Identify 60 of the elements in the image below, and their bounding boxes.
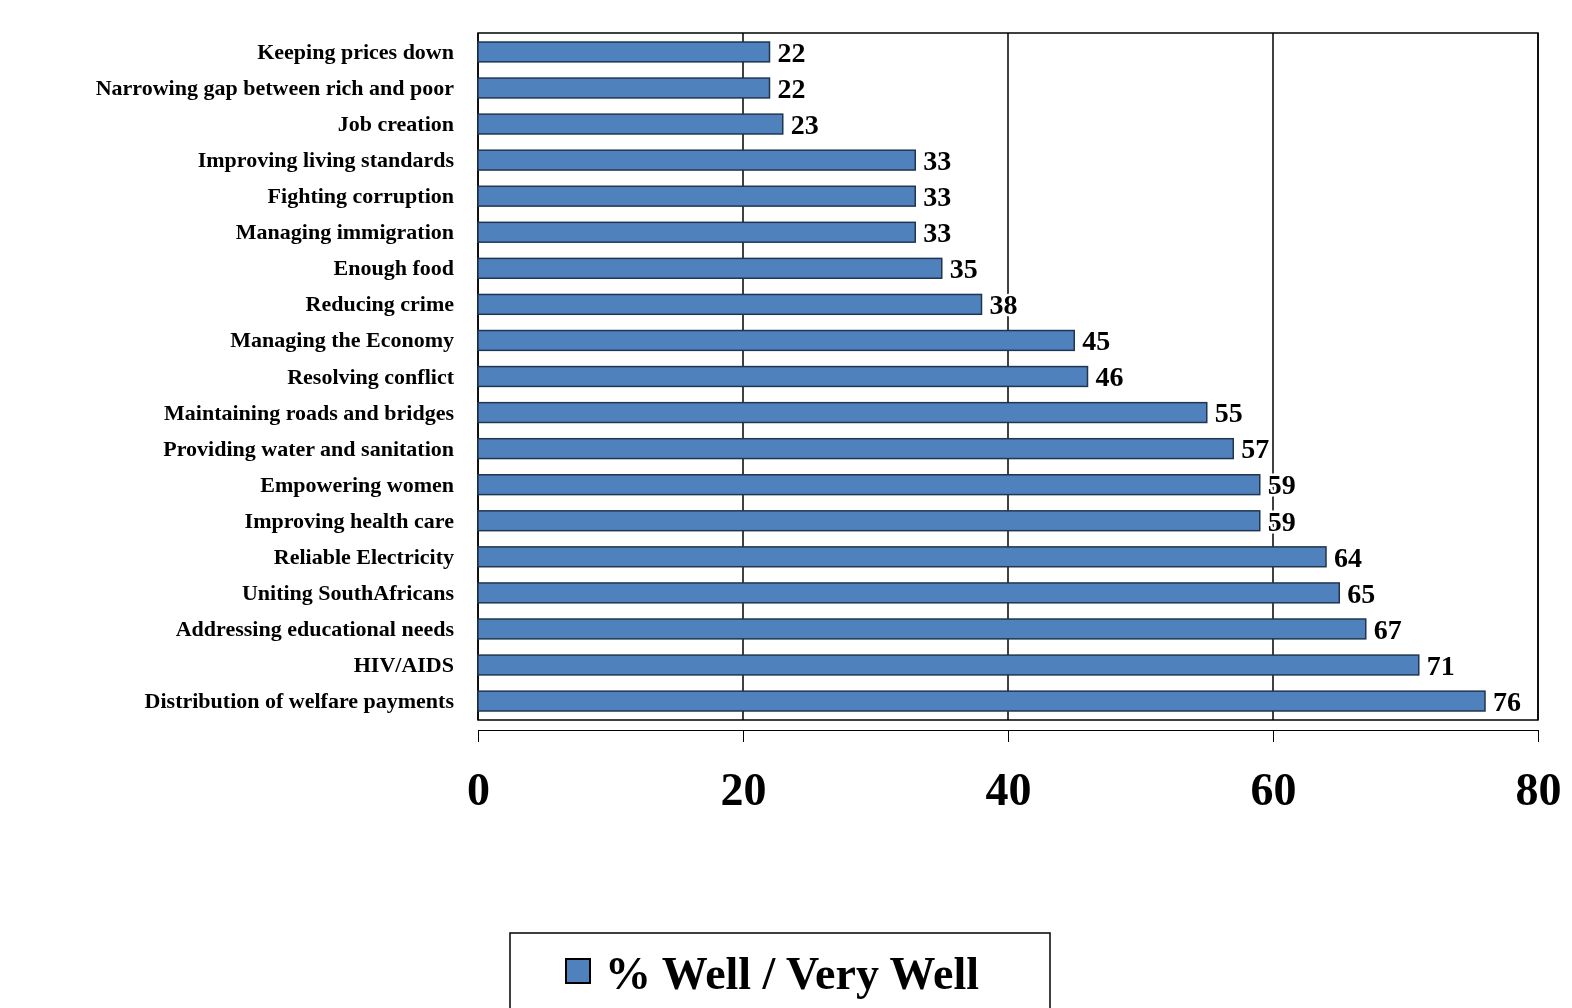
x-tick-label: 60 [1250,763,1297,815]
x-tick-label: 20 [720,763,767,815]
data-label: 64 [1334,541,1362,573]
x-tick-label: 0 [467,763,490,815]
y-tick-label: Resolving conflict [287,363,455,389]
bar [477,582,1340,604]
y-tick-label: Improving health care [244,507,455,533]
bar [477,474,1261,496]
data-label: 71 [1426,649,1455,681]
data-label: 22 [777,36,806,68]
data-label: 35 [949,253,978,285]
y-tick-label: Managing the Economy [230,327,454,353]
x-tick-label: 40 [985,763,1032,815]
data-label: 22 [777,72,806,104]
y-tick-label: Job creation [337,111,454,137]
data-label: 57 [1241,433,1270,465]
data-label: 23 [790,108,819,140]
bar [477,149,916,171]
bar [477,293,983,316]
y-tick-label: HIV/AIDS [353,652,454,678]
y-tick-label: Addressing educational needs [175,615,455,641]
y-tick-label: Narrowing gap between rich and poor [95,75,455,101]
y-tick-label: Maintaining roads and bridges [164,399,455,425]
bar [477,113,784,135]
data-label: 45 [1082,325,1111,357]
data-label: 46 [1095,361,1124,393]
y-tick-label: Enough food [333,255,454,281]
bar [477,329,1075,352]
y-tick-label: Fighting corruption [267,183,454,209]
data-label: 33 [923,217,952,249]
bar [477,546,1327,568]
legend-label: % Well / Very Well [605,948,979,1000]
bar [477,690,1486,712]
bar [477,618,1367,640]
bar [477,41,771,63]
y-tick-label: Uniting SouthAfricans [241,579,455,605]
y-tick-label: Managing immigration [235,219,454,245]
data-label: 65 [1347,577,1376,609]
bar [477,401,1208,424]
y-tick-label: Providing water and sanitation [163,435,454,461]
y-tick-label: Empowering women [260,471,454,497]
y-tick-label: Reducing crime [305,291,455,317]
bar [477,221,916,243]
bar [477,510,1261,532]
bar [477,437,1234,460]
y-tick-label: Keeping prices down [257,38,454,64]
data-label: 33 [923,144,952,176]
y-tick-label: Improving living standards [197,147,455,173]
y-tick-label: Reliable Electricity [273,543,454,569]
bar [477,257,943,279]
bar [477,77,771,99]
data-label: 67 [1373,613,1402,645]
bar [477,365,1089,388]
x-tick-label: 80 [1515,763,1562,815]
bar [477,185,916,207]
bar [477,654,1420,676]
y-tick-label: Distribution of welfare payments [144,688,455,714]
data-label: 76 [1493,685,1521,717]
data-label: 33 [923,180,952,212]
data-label: 55 [1214,397,1243,429]
